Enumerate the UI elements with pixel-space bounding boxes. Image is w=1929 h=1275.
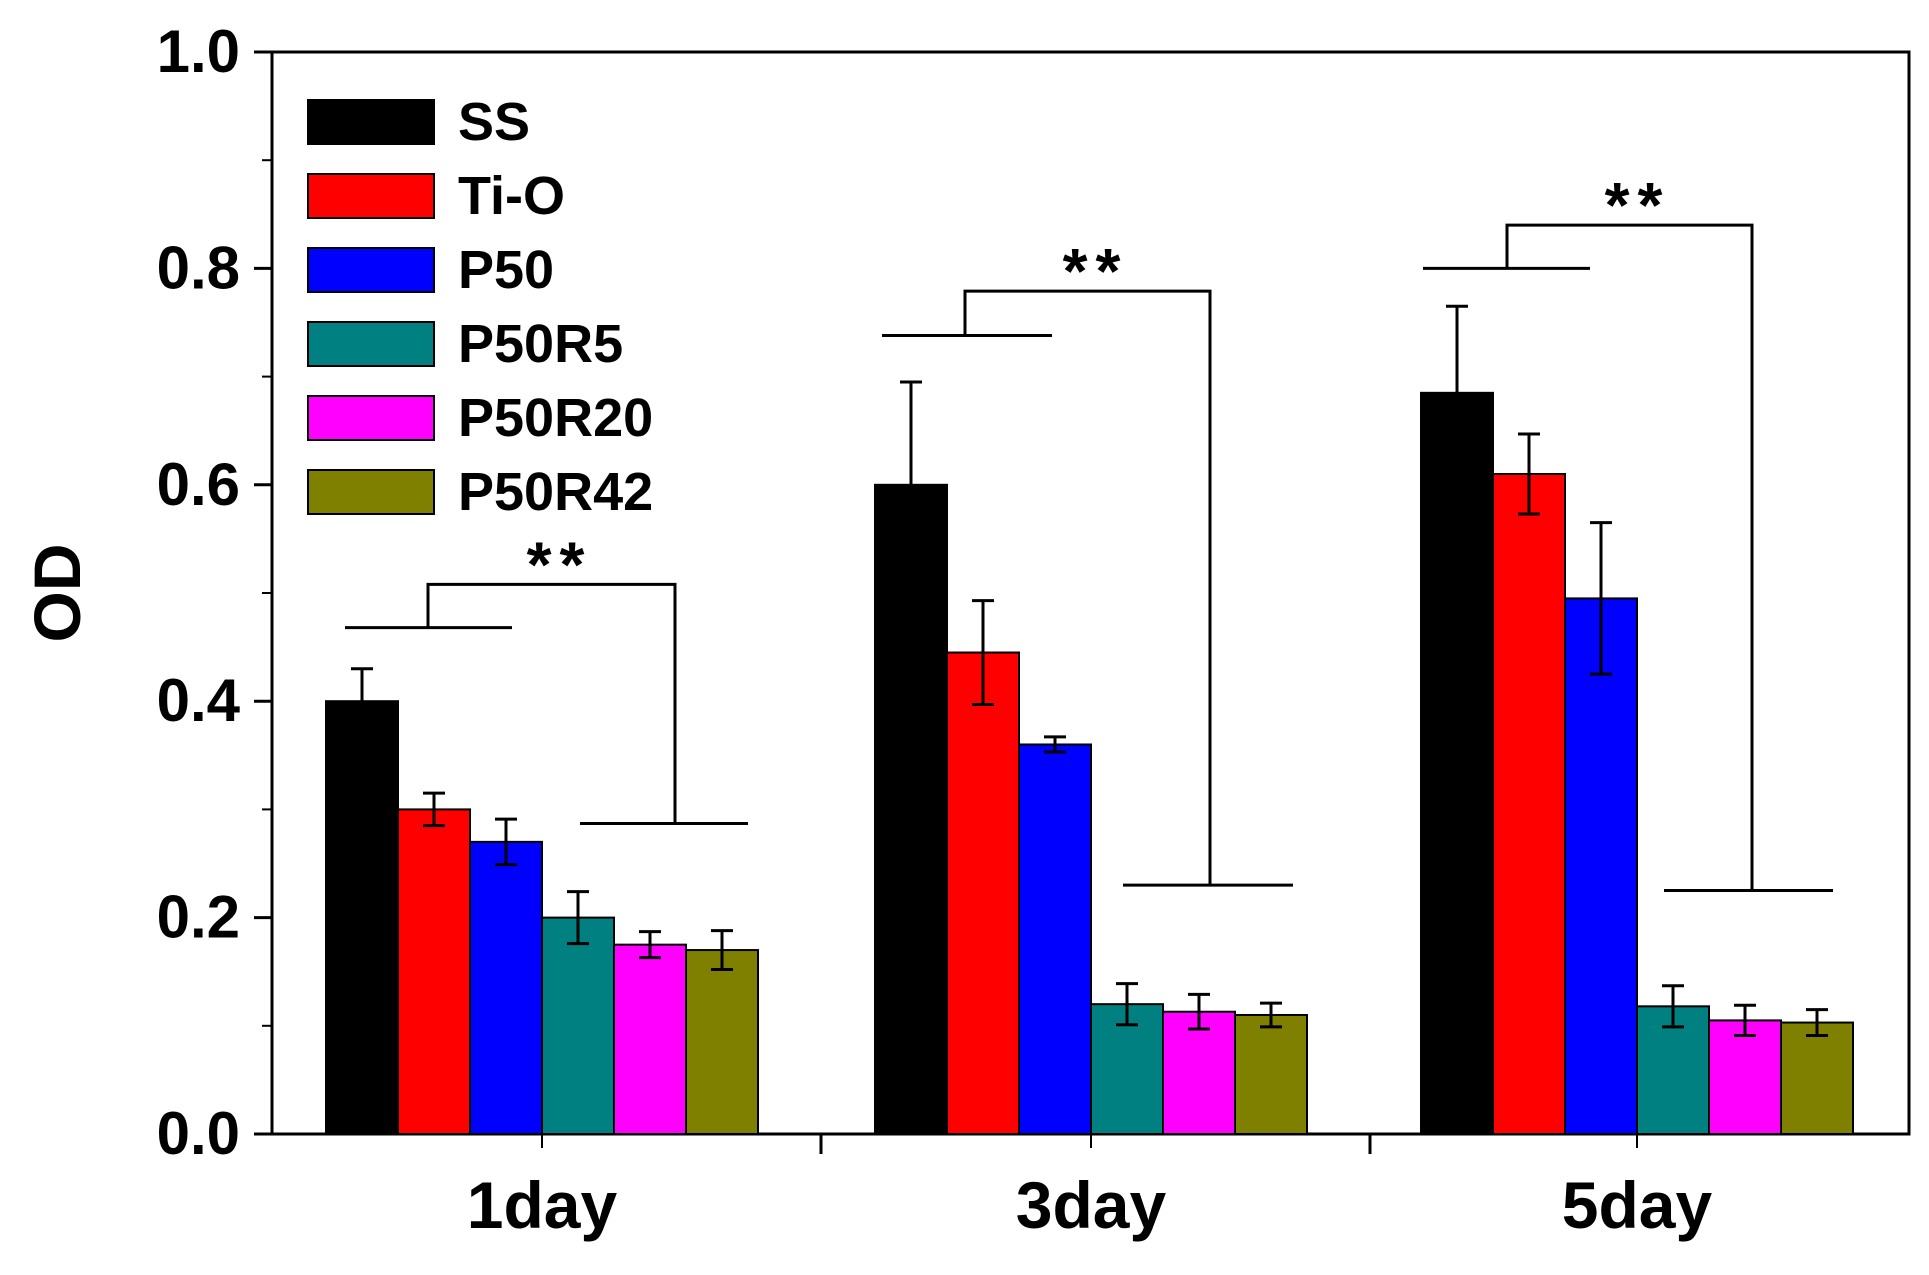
significance-brackets: ** ** ** (345, 169, 1833, 893)
bracket-connector (963, 289, 1212, 886)
x-tick-label: 3day (1016, 1168, 1167, 1242)
bar-p50r20-1day (613, 943, 687, 1136)
bar-ti-o-3day (946, 651, 1020, 1135)
bar-p50r42-1day (685, 949, 759, 1135)
bar-p50r20-5day (1708, 1019, 1782, 1136)
x-tick-label: 1day (467, 1168, 618, 1242)
bar-ss-1day (325, 700, 399, 1135)
y-tick-label: 0.4 (157, 667, 241, 734)
legend-label-p50r5: P50R5 (458, 314, 623, 374)
significance-label: ** (1063, 235, 1129, 307)
y-tick-label: 0.0 (157, 1100, 240, 1167)
bar-p50-3day (1018, 743, 1092, 1135)
legend-label-p50r42: P50R42 (458, 462, 653, 522)
bracket-connector (426, 582, 677, 824)
legend-swatch-p50r5 (307, 321, 435, 367)
x-tick-label: 5day (1562, 1168, 1713, 1242)
bars (325, 391, 1854, 1136)
legend-label-ti-o: Ti-O (458, 166, 565, 226)
legend: SS Ti-O P50 P50R5 P50R20 P50R42 (307, 92, 653, 522)
bracket-connector (1505, 223, 1754, 891)
legend-label-p50r20: P50R20 (458, 388, 653, 448)
bar-ss-3day (874, 483, 948, 1135)
legend-swatch-p50r42 (307, 469, 435, 515)
bar-ti-o-5day (1492, 472, 1566, 1136)
legend-swatch-p50 (307, 247, 435, 293)
legend-swatch-ti-o (307, 173, 435, 219)
bar-ti-o-1day (397, 808, 471, 1136)
bar-p50r42-3day (1234, 1013, 1308, 1135)
x-axis: 1day 3day 5day (467, 1134, 1713, 1242)
legend-swatch-ss (307, 99, 435, 145)
bar-p50r5-1day (541, 916, 615, 1135)
bar-p50r42-5day (1780, 1021, 1854, 1136)
legend-label-p50: P50 (458, 240, 554, 300)
bar-p50-5day (1564, 597, 1638, 1135)
y-tick-label: 0.2 (157, 884, 240, 951)
significance-label: ** (527, 528, 593, 600)
legend-swatch-p50r20 (307, 395, 435, 441)
y-tick-label: 1.0 (157, 18, 240, 85)
bar-ss-5day (1420, 391, 1494, 1135)
significance-label: ** (1605, 169, 1671, 241)
y-axis-title: OD (20, 544, 94, 643)
y-axis: 0.0 0.2 0.4 0.6 0.8 1.0 (157, 18, 272, 1167)
legend-label-ss: SS (458, 92, 530, 152)
bar-p50-1day (469, 840, 543, 1135)
y-tick-label: 0.6 (157, 451, 240, 518)
error-bars (351, 304, 1828, 1038)
y-tick-label: 0.8 (157, 234, 240, 301)
bar-p50r20-3day (1162, 1010, 1236, 1136)
